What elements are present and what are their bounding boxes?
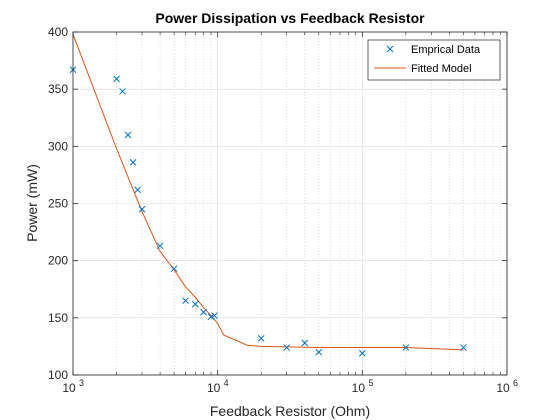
data-point-stroke [402, 344, 410, 351]
x-tick-exponent: 5 [368, 378, 373, 388]
y-axis-label: Power (mW) [24, 164, 40, 242]
y-tick-label: 350 [48, 82, 68, 96]
x-tick-base: 10 [352, 381, 366, 395]
y-tick-labels: 100 150 200 250 300 350 400 [48, 25, 68, 382]
data-point-stroke [257, 335, 265, 342]
x-tick-labels: 10 3 10 4 10 5 10 6 [62, 378, 518, 395]
data-point-stroke [211, 312, 218, 319]
y-tick-label: 100 [48, 368, 68, 382]
data-point [129, 158, 137, 166]
data-point-stroke [124, 131, 132, 139]
ticks [72, 31, 508, 376]
legend-box [367, 39, 501, 81]
data-point [211, 312, 218, 319]
data-point-stroke [182, 297, 189, 305]
data-point-stroke [200, 308, 208, 316]
x-tick-exponent: 3 [79, 378, 84, 388]
y-tick-label: 300 [48, 139, 68, 153]
x-tick-label: 10 6 [496, 378, 518, 395]
legend-marker-empirical [386, 45, 394, 53]
data-point-stroke [113, 75, 120, 83]
x-tick-exponent: 6 [513, 378, 518, 388]
data-point-stroke [170, 265, 178, 273]
data-point-stroke [301, 339, 309, 347]
data-point [191, 300, 199, 308]
data-point [134, 186, 142, 194]
data-point [113, 75, 120, 83]
x-tick-base: 10 [62, 381, 76, 395]
data-point [460, 344, 467, 351]
fitted-model-line [72, 34, 464, 351]
data-point [358, 349, 366, 357]
x-tick-label: 10 5 [352, 378, 374, 395]
x-tick-base: 10 [207, 381, 221, 395]
data-point [119, 88, 126, 95]
x-tick-base: 10 [496, 381, 510, 395]
data-point [257, 335, 265, 342]
data-point-stroke [156, 242, 164, 250]
x-axis-label: Feedback Resistor (Ohm) [210, 403, 370, 419]
y-tick-label: 200 [48, 254, 68, 268]
x-tick-label: 10 3 [62, 378, 84, 395]
data-point [156, 242, 164, 250]
x-tick-label: 10 4 [207, 378, 229, 395]
data-point-stroke [191, 300, 199, 308]
data-point-stroke [460, 344, 467, 351]
y-tick-label: 250 [48, 197, 68, 211]
x-tick-exponent: 4 [224, 378, 229, 388]
legend-label-fitted: Fitted Model [411, 63, 472, 75]
y-tick-label: 150 [48, 311, 68, 325]
data-point-stroke [358, 349, 366, 357]
data-point [124, 131, 132, 139]
data-point [182, 297, 189, 305]
data-point [402, 344, 410, 351]
data-point [200, 308, 208, 316]
data-point [138, 205, 146, 213]
data-point-stroke [283, 344, 291, 351]
data-point [283, 344, 291, 351]
y-tick-label: 400 [48, 25, 68, 39]
data-point-stroke [134, 186, 142, 194]
data-point [170, 265, 178, 273]
chart-title: Power Dissipation vs Feedback Resistor [155, 10, 425, 26]
fitted-model-series [72, 34, 464, 351]
data-point-stroke [119, 88, 126, 95]
empirical-data-series [69, 66, 467, 357]
data-point-stroke [129, 158, 137, 166]
data-point [315, 348, 323, 356]
data-point [301, 339, 309, 347]
legend-label-empirical: Emprical Data [411, 44, 481, 56]
legend: Emprical Data Fitted Model [367, 39, 501, 81]
data-point-stroke [315, 348, 323, 356]
data-point-stroke [138, 205, 146, 213]
